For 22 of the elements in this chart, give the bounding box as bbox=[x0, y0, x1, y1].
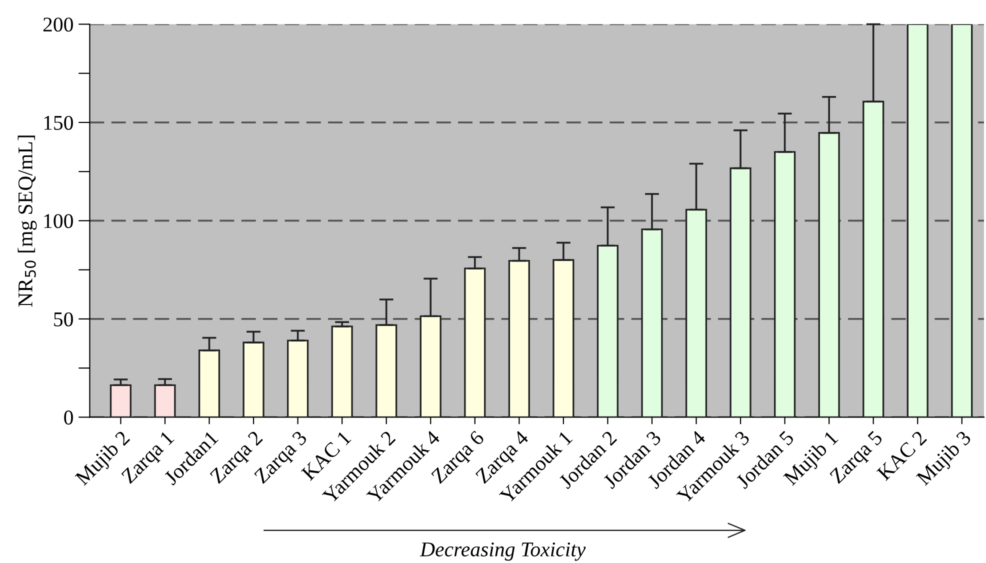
text: Decreasing Toxicity bbox=[420, 542, 586, 561]
y-tick-label: 100 bbox=[44, 214, 73, 228]
bar bbox=[376, 324, 398, 418]
bar bbox=[596, 244, 619, 418]
bar bbox=[198, 350, 220, 418]
bar bbox=[552, 259, 574, 418]
bar bbox=[906, 24, 928, 418]
bar bbox=[154, 384, 176, 418]
y-axis-title: NR$_{50}$ [mg SEQ/mL] bbox=[18, 136, 37, 307]
bar bbox=[242, 342, 264, 418]
bar bbox=[287, 340, 309, 418]
bar bbox=[951, 24, 973, 418]
bar bbox=[862, 100, 884, 418]
bar bbox=[110, 384, 132, 418]
y-tick-label: 50 bbox=[54, 312, 73, 326]
bar bbox=[818, 132, 840, 418]
y-tick-label: 0 bbox=[64, 410, 73, 425]
y-tick-label: 150 bbox=[44, 116, 73, 130]
bar bbox=[331, 326, 353, 418]
y-tick-label: 200 bbox=[43, 18, 73, 32]
bar bbox=[464, 268, 486, 418]
bar bbox=[774, 151, 796, 418]
